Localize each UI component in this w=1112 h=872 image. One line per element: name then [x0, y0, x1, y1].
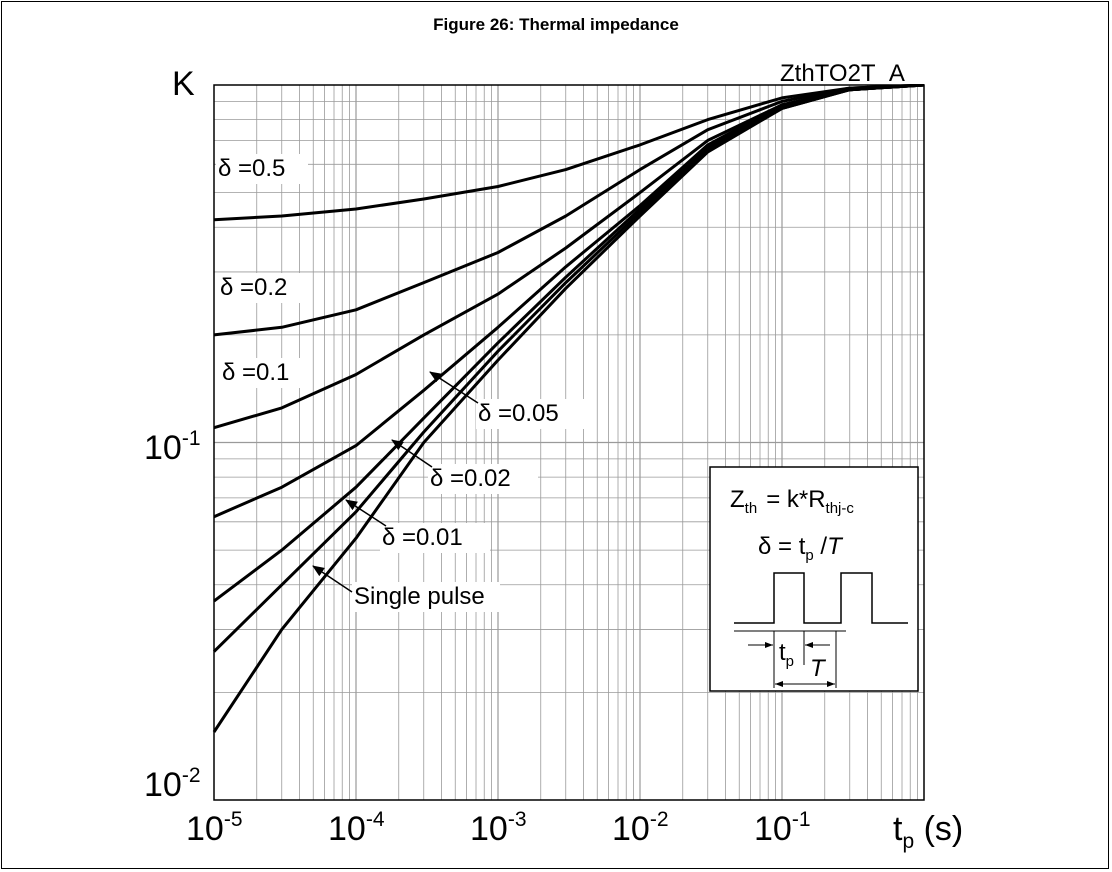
x-tick-label: 10-4	[328, 808, 385, 848]
inset-box	[709, 466, 919, 692]
series-line-0	[213, 83, 925, 222]
curve-label-single: Single pulse	[354, 583, 485, 610]
x-tick-label: 10-3	[470, 808, 527, 848]
figure-code-backdrop	[779, 62, 924, 84]
y-axis-label: K	[172, 65, 195, 103]
label-backdrop	[352, 582, 500, 612]
inset-formula-zth: Zth = k*Rthj-c	[730, 486, 854, 517]
plot-area-border	[213, 84, 925, 801]
curve-label-d01: δ =0.1	[222, 359, 289, 386]
annotation-arrow	[429, 371, 479, 404]
inset-period-label: T	[810, 655, 827, 682]
label-backdrop	[220, 358, 312, 388]
pulse-waveform	[734, 572, 908, 624]
label-backdrop	[380, 523, 490, 553]
series-line-1	[213, 83, 925, 337]
x-tick-label: 10-5	[186, 808, 243, 848]
inset-formula-delta: δ = tp /T	[758, 533, 844, 564]
label-backdrop	[476, 399, 584, 429]
series-line-3	[213, 83, 925, 519]
y-tick-label: 10-1	[144, 427, 201, 467]
curve-label-d001: δ =0.01	[382, 524, 463, 551]
annotation-arrow	[312, 565, 353, 593]
plot-series	[212, 83, 925, 733]
x-tick-label: 10-2	[612, 808, 669, 848]
label-backdrop	[218, 273, 310, 303]
curve-label-d002: δ =0.02	[430, 465, 511, 492]
annotation-arrow	[345, 499, 387, 527]
curve-label-d005: δ =0.05	[478, 400, 559, 427]
inset-tp-label: tp	[779, 639, 794, 670]
plot-grid	[214, 85, 924, 800]
x-tick-label: 10-1	[754, 808, 811, 848]
label-backdrop	[428, 464, 538, 494]
x-axis-label: tp (s)	[893, 810, 963, 853]
curve-label-d05: δ =0.5	[218, 155, 285, 182]
y-tick-label: 10-2	[144, 764, 201, 804]
series-line-2	[213, 83, 925, 430]
series-line-6	[212, 83, 925, 733]
annotation-arrow	[391, 439, 433, 468]
label-backdrop	[216, 154, 308, 184]
figure-title: Figure 26: Thermal impedance	[433, 15, 679, 34]
curve-label-d02: δ =0.2	[220, 274, 287, 301]
figure-code: ZthTO2T_A	[780, 60, 905, 87]
formula-inset: Zth = k*Rthj-c δ = tp /T tp T	[709, 466, 919, 692]
